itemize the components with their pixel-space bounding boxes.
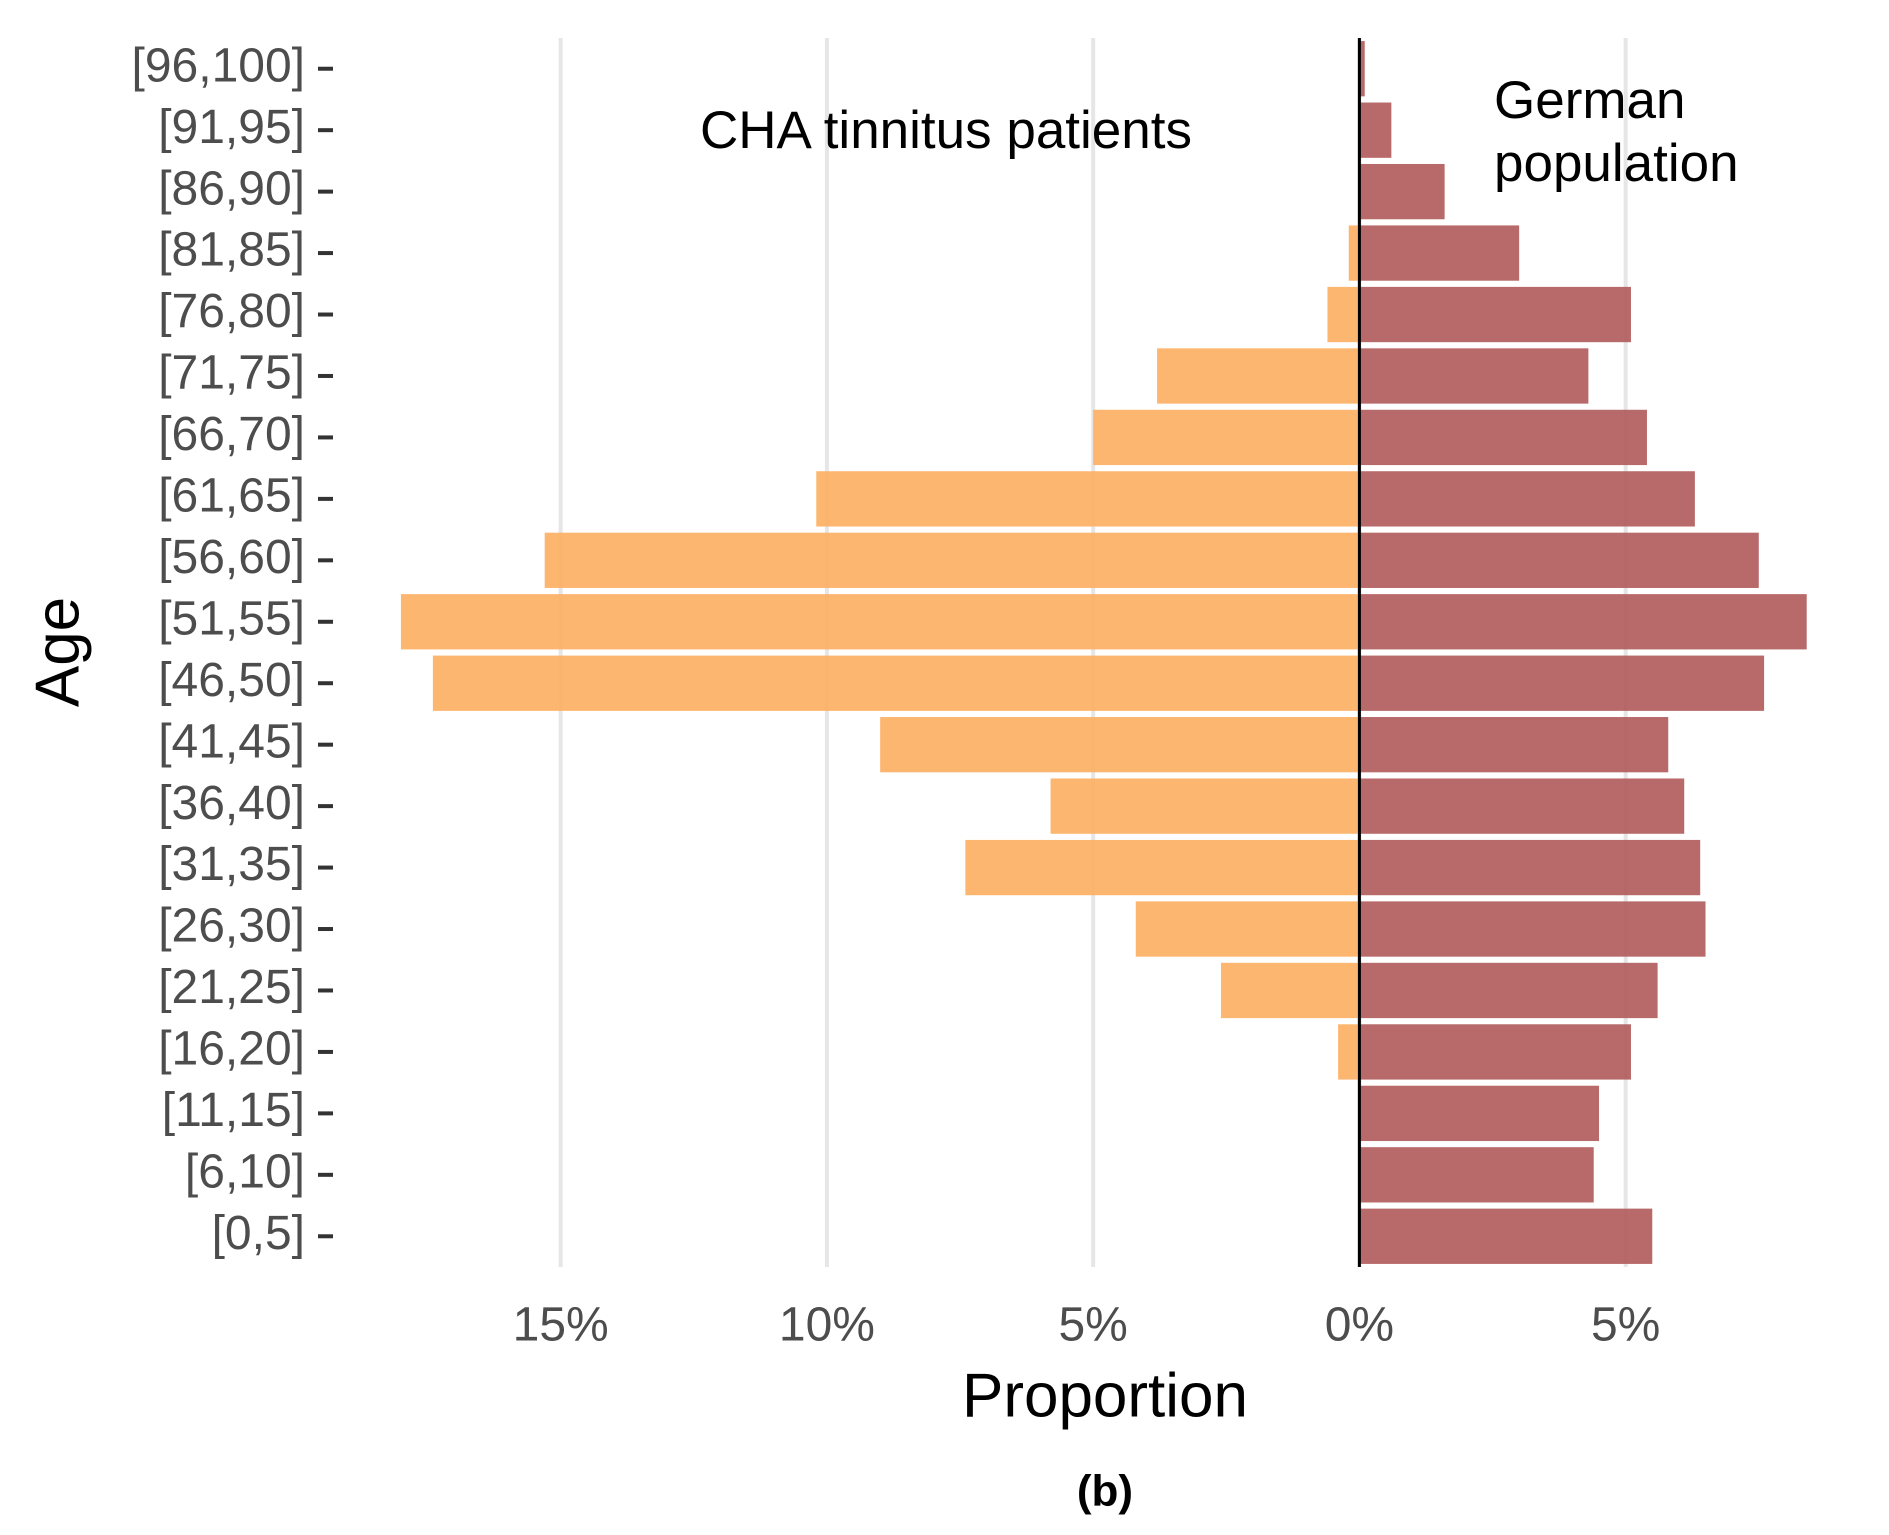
y-tick-label: [6,10] <box>185 1145 305 1198</box>
y-tick-label: [66,70] <box>158 408 305 461</box>
bar <box>400 594 1360 650</box>
bar <box>1050 778 1360 834</box>
bar <box>1359 778 1685 834</box>
y-tick-label: [86,90] <box>158 162 305 215</box>
bar <box>1359 102 1392 158</box>
y-tick-label: [36,40] <box>158 777 305 830</box>
bar <box>1359 348 1589 404</box>
bar <box>1359 409 1647 466</box>
y-tick-label: [11,15] <box>162 1084 305 1137</box>
x-tick-label: 10% <box>779 1299 875 1352</box>
bar <box>1359 286 1631 343</box>
y-tick-label: [41,45] <box>158 715 305 768</box>
bar <box>1359 962 1658 1019</box>
bar <box>1359 717 1669 773</box>
y-tick-label: [0,5] <box>212 1207 305 1260</box>
bar <box>816 471 1360 527</box>
y-tick-label: [76,80] <box>158 285 305 338</box>
y-tick-label: [31,35] <box>158 838 305 891</box>
bar <box>1338 1024 1360 1080</box>
bar <box>1359 1024 1631 1080</box>
y-tick-label: [46,50] <box>158 654 305 707</box>
y-axis-title: Age <box>23 597 92 707</box>
caption: (b) <box>1077 1467 1133 1516</box>
x-tick-label: 5% <box>1591 1299 1660 1352</box>
y-tick-label: [91,95] <box>158 101 305 154</box>
bar <box>880 717 1360 773</box>
bar <box>1359 41 1365 97</box>
bar <box>1220 962 1360 1019</box>
bar <box>1359 839 1701 896</box>
y-tick-label: [96,100] <box>132 39 305 92</box>
bar <box>1359 655 1765 711</box>
bar <box>432 655 1360 711</box>
y-tick-label: [61,65] <box>158 470 305 523</box>
bar <box>1157 348 1360 404</box>
bar <box>1135 901 1360 957</box>
bar <box>1359 1147 1594 1203</box>
x-axis-title: Proportion <box>962 1361 1248 1430</box>
y-tick-label: [26,30] <box>158 900 305 953</box>
bar <box>1359 1085 1600 1142</box>
bar <box>1359 1208 1653 1264</box>
bar <box>1359 225 1520 281</box>
bar <box>1359 901 1706 957</box>
bar <box>1359 163 1445 220</box>
bar <box>1348 225 1360 281</box>
x-tick-label: 15% <box>513 1299 609 1352</box>
bar <box>1359 594 1807 650</box>
y-tick-label: [21,25] <box>158 961 305 1014</box>
bar <box>544 532 1360 588</box>
bar <box>965 839 1360 896</box>
annotation: CHA tinnitus patients <box>700 101 1192 160</box>
x-tick-label: 5% <box>1058 1299 1127 1352</box>
y-tick-label: [56,60] <box>158 531 305 584</box>
x-tick-label: 0% <box>1325 1299 1394 1352</box>
y-tick-label: [81,85] <box>158 224 305 277</box>
bar <box>1359 532 1759 588</box>
bar <box>1327 286 1360 343</box>
y-tick-label: [71,75] <box>158 347 305 400</box>
annotation: German <box>1494 71 1685 130</box>
y-tick-label: [51,55] <box>158 592 305 645</box>
bar <box>1093 409 1360 466</box>
bar <box>1359 471 1695 527</box>
y-tick-label: [16,20] <box>158 1023 305 1076</box>
annotation: population <box>1494 134 1739 193</box>
